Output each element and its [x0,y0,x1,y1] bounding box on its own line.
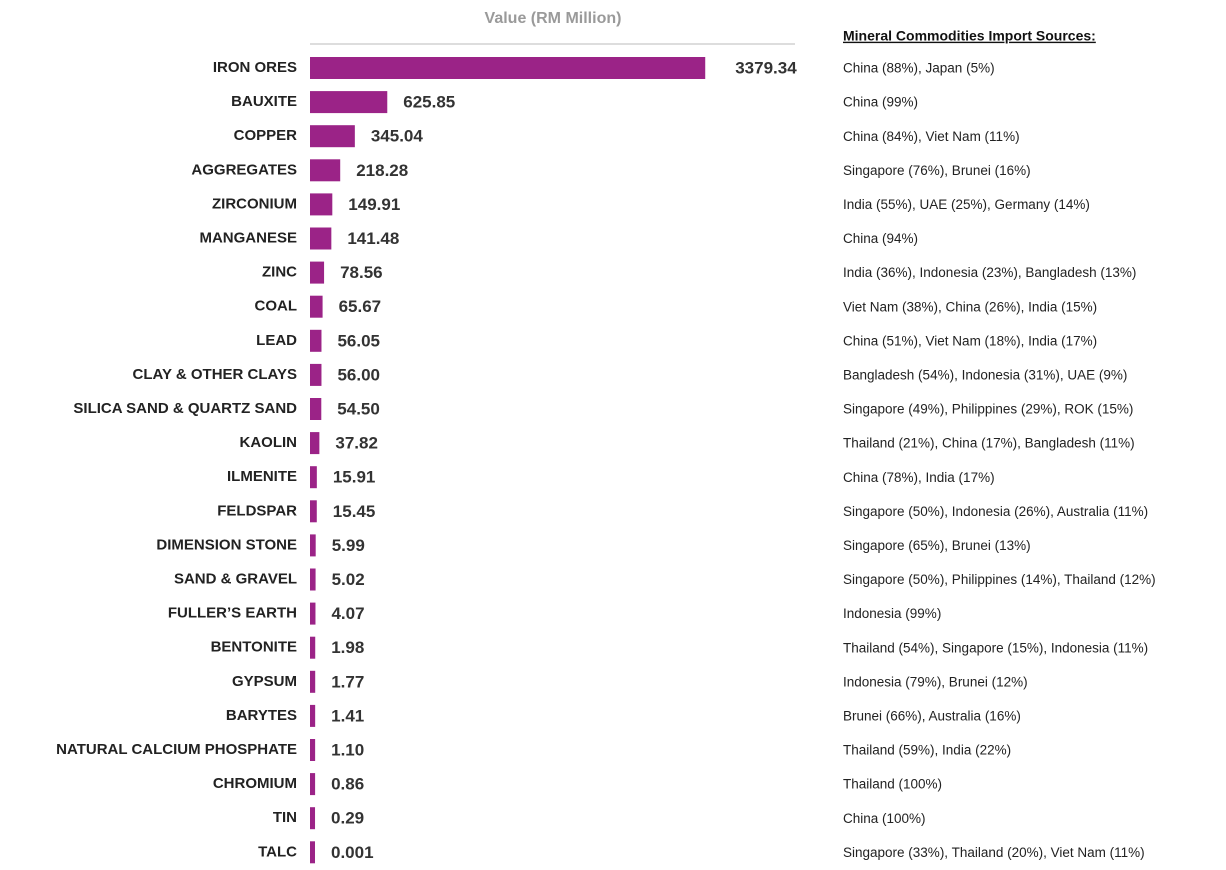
annotation: Singapore (33%), Thailand (20%), Viet Na… [843,845,1145,860]
bar [310,159,341,182]
annotation: India (55%), UAE (25%), Germany (14%) [843,197,1090,212]
category-label: KAOLIN [240,434,298,451]
category-label: COPPER [234,127,298,144]
annotation: Thailand (54%), Singapore (15%), Indones… [843,640,1148,655]
x-axis-label: Value (RM Million) [485,10,622,27]
annotation: China (94%) [843,231,918,246]
annotation: Singapore (65%), Brunei (13%) [843,538,1031,553]
annotation: Indonesia (99%) [843,606,941,621]
annotation-title: Mineral Commodities Import Sources: [843,28,1096,44]
bar [310,670,316,693]
category-label: MANGANESE [199,229,297,246]
value-label: 218.28 [356,161,408,180]
value-label: 0.29 [331,809,364,828]
category-label: SILICA SAND & QUARTZ SAND [73,400,297,417]
value-label: 0.001 [331,843,374,862]
annotation: Thailand (21%), China (17%), Bangladesh … [843,436,1135,451]
category-label: FELDSPAR [217,502,297,519]
value-label: 56.00 [337,365,380,384]
annotation: Bangladesh (54%), Indonesia (31%), UAE (… [843,367,1127,382]
bar [310,398,322,420]
annotation: Singapore (50%), Indonesia (26%), Austra… [843,504,1148,519]
bar [310,432,320,455]
annotation: China (100%) [843,811,926,826]
category-label: FULLER’S EARTH [168,605,297,622]
value-label: 1.77 [331,672,364,691]
annotation: China (84%), Viet Nam (11%) [843,129,1020,144]
value-label: 345.04 [371,127,424,146]
bar [310,57,706,79]
value-label: 37.82 [335,434,378,453]
category-label: ZINC [262,264,297,281]
value-label: 1.98 [331,638,364,657]
category-label: GYPSUM [232,673,297,690]
annotation: China (78%), India (17%) [843,470,995,485]
bar [310,602,316,625]
bar [310,125,355,148]
category-label: CHROMIUM [213,775,297,792]
annotation: Singapore (76%), Brunei (16%) [843,163,1031,178]
category-label: ILMENITE [227,468,297,485]
annotation: Singapore (50%), Philippines (14%), Thai… [843,572,1156,587]
category-label: DIMENSION STONE [156,536,297,553]
value-label: 1.41 [331,706,364,725]
value-label: 54.50 [337,399,380,418]
category-label: LEAD [256,332,297,349]
category-label: BARYTES [226,707,297,724]
bar [310,329,322,352]
value-label: 141.48 [347,229,399,248]
annotation: Brunei (66%), Australia (16%) [843,708,1021,723]
annotation: China (99%) [843,95,918,110]
bar [310,261,325,284]
category-label: SAND & GRAVEL [174,570,297,587]
bar [310,568,316,591]
value-label: 5.02 [332,570,365,589]
category-label: CLAY & OTHER CLAYS [133,366,297,383]
value-label: 65.67 [339,297,382,316]
value-label: 15.45 [333,502,376,521]
annotation: Thailand (100%) [843,777,942,792]
value-label: 15.91 [333,468,376,487]
annotation: China (88%), Japan (5%) [843,61,995,76]
value-label: 0.86 [331,775,364,794]
bar [310,193,333,216]
category-label: TIN [273,809,297,826]
value-label: 5.99 [332,536,365,555]
annotation: Indonesia (79%), Brunei (12%) [843,674,1028,689]
value-label: 625.85 [403,93,455,112]
annotation: Viet Nam (38%), China (26%), India (15%) [843,299,1097,314]
bar [310,363,322,386]
bar [310,466,317,489]
category-label: TALC [258,843,297,860]
category-label: NATURAL CALCIUM PHOSPHATE [56,741,297,758]
annotation: Singapore (49%), Philippines (29%), ROK … [843,402,1133,417]
bar [310,534,316,557]
bar [310,500,317,523]
category-label: IRON ORES [213,59,297,76]
bar [310,739,316,761]
bar [310,295,323,318]
bar [310,773,316,796]
category-label: BENTONITE [211,639,297,656]
value-label: 56.05 [337,331,380,350]
bar [310,704,316,727]
bar [310,807,316,830]
annotation: China (51%), Viet Nam (18%), India (17%) [843,333,1097,348]
bar [310,227,332,250]
value-label: 78.56 [340,263,383,282]
category-label: COAL [255,298,298,315]
category-label: ZIRCONIUM [212,195,297,212]
category-label: AGGREGATES [191,161,297,178]
value-label: 149.91 [348,195,400,214]
category-label: BAUXITE [231,93,297,110]
value-label: 1.10 [331,740,364,759]
bar [310,91,388,114]
value-label: 3379.34 [735,58,797,77]
bar [310,841,316,864]
value-label: 4.07 [331,604,364,623]
annotation: Thailand (59%), India (22%) [843,743,1011,758]
annotation: India (36%), Indonesia (23%), Bangladesh… [843,265,1136,280]
bar [310,636,316,659]
